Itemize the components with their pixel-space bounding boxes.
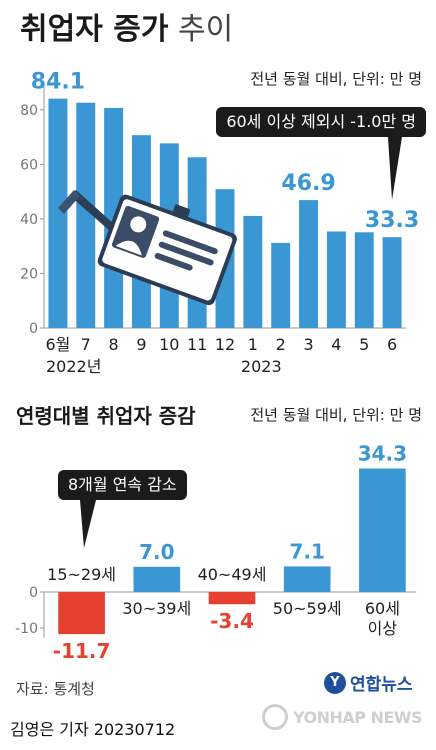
watermark: YONHAP NEWS <box>262 704 423 730</box>
chart1-bar <box>76 102 96 329</box>
chart1-x-tick-label: 4 <box>331 335 341 354</box>
chart1-callout-pointer <box>388 137 402 200</box>
title-sub: 추이 <box>178 12 234 47</box>
chart1-x-tick-label: 11 <box>187 335 207 354</box>
chart2-category-label: 15~29세 <box>47 565 116 584</box>
chart1-year-label: 2022년 <box>46 357 101 376</box>
chart2-value-label: 7.0 <box>139 540 174 564</box>
chart1-y-tick-label: 20 <box>20 266 38 282</box>
chart1-y-tick-label: 60 <box>20 157 38 173</box>
publisher-logo: Y 연합뉴스 <box>324 670 413 695</box>
chart1-x-tick-label: 8 <box>109 335 119 354</box>
chart2-bar <box>208 592 256 605</box>
chart2-value-label: -3.4 <box>210 609 254 633</box>
chart1-value-label: 84.1 <box>31 70 85 95</box>
chart2-category-label: 60세 <box>365 599 400 618</box>
footer-reporter: 김영은 기자 20230712 <box>10 720 176 739</box>
chart2-value-label: 7.1 <box>289 539 324 563</box>
chart1-x-tick-label: 2 <box>276 335 286 354</box>
chart2-y-tick-label: 0 <box>29 585 38 601</box>
title-main: 취업자 증가 <box>20 12 169 47</box>
chart2-bar <box>283 566 331 592</box>
chart1-x-tick-label: 6월 <box>45 335 70 354</box>
chart2-title: 연령대별 취업자 증감 <box>16 404 196 428</box>
chart1-bar <box>299 200 319 328</box>
chart2-category-label: 40~49세 <box>198 565 267 584</box>
chart2-bar <box>359 468 406 592</box>
chart2-category-label: 30~39세 <box>122 599 191 618</box>
chart1-bar <box>382 237 402 328</box>
chart1-value-label: 46.9 <box>281 171 335 196</box>
chart2-unit-note: 전년 동월 대비, 단위: 만 명 <box>250 406 422 424</box>
chart1-x-tick-label: 3 <box>303 335 313 354</box>
footer-source: 자료: 통계청 <box>16 680 95 698</box>
chart1-x-tick-label: 12 <box>215 335 235 354</box>
chart1-bar <box>48 98 68 329</box>
yonhap-logo-icon: Y <box>324 671 346 694</box>
chart1-year-label: 2023 <box>241 357 282 376</box>
chart1-x-tick-label: 6 <box>387 335 397 354</box>
chart2-age-group-change: 0 -10 -11.7 15~29세 7.0 30~39세 -3.4 40~49세 7.1 50~… <box>15 442 416 663</box>
chart1-bar <box>326 231 346 328</box>
chart2-callout: 8개월 연속 감소 <box>58 470 187 500</box>
chart1-bar <box>271 242 291 328</box>
chart1-x-tick-label: 5 <box>359 335 369 354</box>
chart2-category-label: 이상 <box>368 619 398 638</box>
chart1-unit-note: 전년 동월 대비, 단위: 만 명 <box>250 70 422 88</box>
chart1-x-tick-label: 7 <box>81 335 91 354</box>
lanyard-strap <box>70 190 123 238</box>
page-title: 취업자 증가 추이 <box>20 10 233 50</box>
chart2-category-label: 50~59세 <box>273 599 342 618</box>
chart2-y-tick-label: -10 <box>15 621 38 637</box>
watermark-icon <box>262 704 288 730</box>
chart1-y-tick-label: 0 <box>29 321 38 337</box>
id-badge-illustration <box>58 190 237 306</box>
chart2-callout-pointer <box>80 500 96 548</box>
chart2-value-label: -11.7 <box>53 639 111 663</box>
chart1-callout: 60세 이상 제외시 -1.0만 명 <box>216 107 426 137</box>
chart2-bar <box>58 592 105 635</box>
watermark-text: YONHAP NEWS <box>293 707 423 727</box>
chart1-x-tick-label: 9 <box>136 335 146 354</box>
publisher-logo-text: 연합뉴스 <box>350 675 413 695</box>
chart1-y-tick-label: 80 <box>20 103 38 119</box>
chart2-bar <box>133 566 181 592</box>
chart1-value-label: 33.3 <box>365 208 419 233</box>
chart1-x-tick-label: 1 <box>248 335 258 354</box>
chart1-y-tick-label: 40 <box>20 212 38 228</box>
chart1-bar <box>354 232 374 328</box>
chart2-value-label: 34.3 <box>358 442 407 466</box>
chart1-bar <box>243 215 263 328</box>
chart1-x-tick-label: 10 <box>159 335 179 354</box>
